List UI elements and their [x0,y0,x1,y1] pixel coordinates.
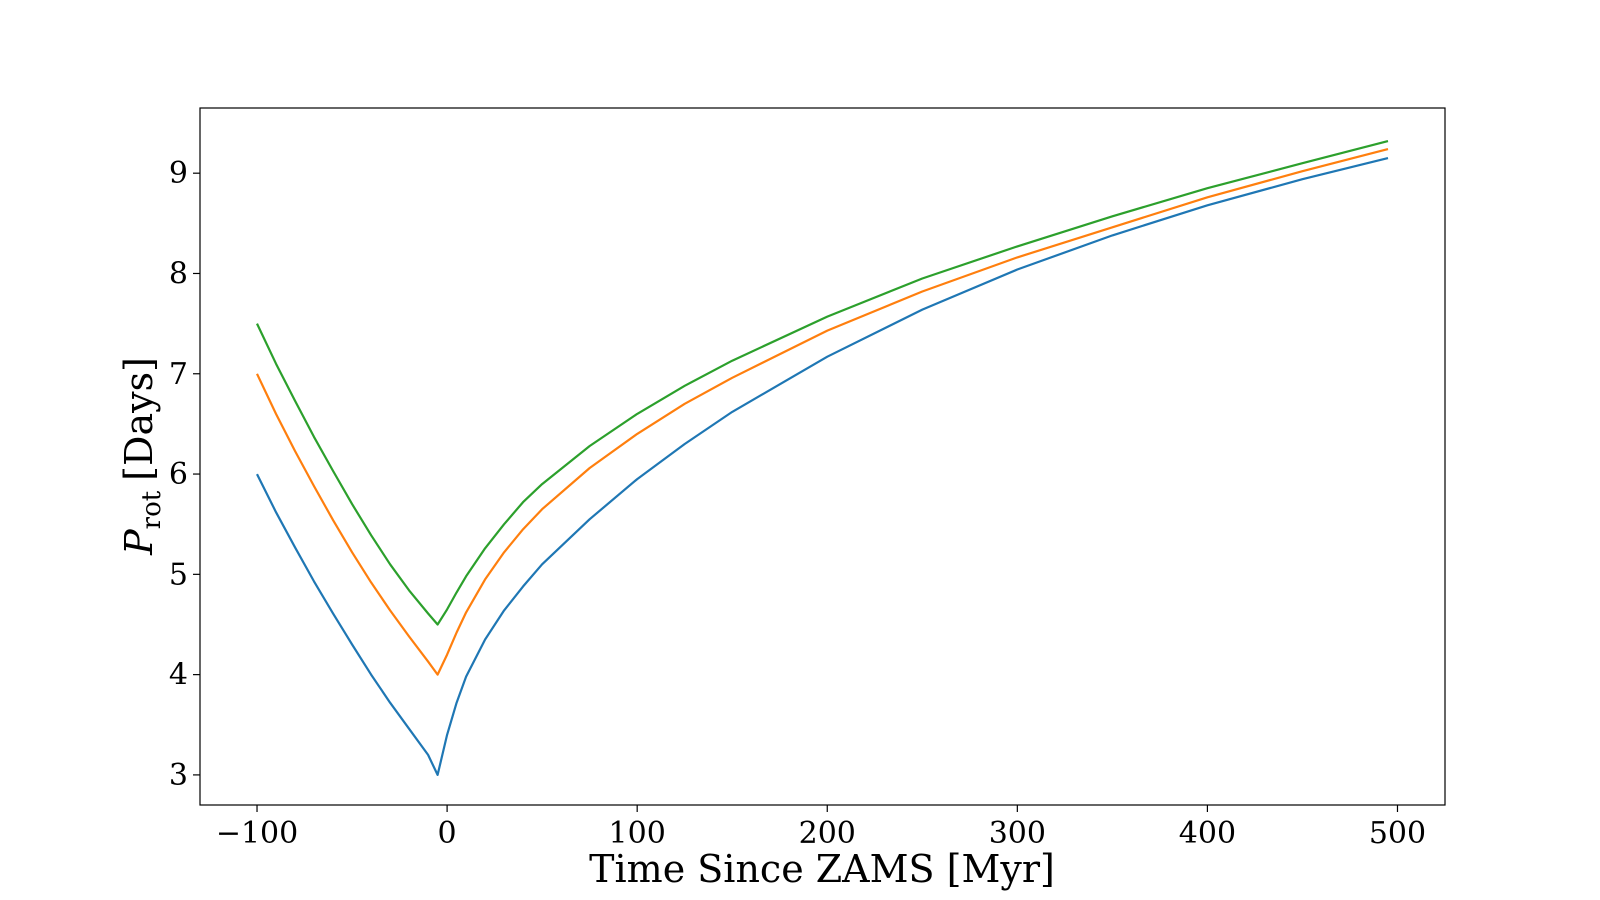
series-line-2 [256,148,1389,676]
x-tick-label: 500 [1369,816,1426,851]
y-axis-label-symbol: P [117,528,161,556]
x-axis-ticks: −100 0 100 200 300 400 500 [216,805,1426,851]
y-axis-ticks: 3 4 5 6 7 8 9 [169,156,200,793]
y-axis-label-subscript: rot [137,490,167,529]
y-tick-label: 3 [169,758,188,793]
y-tick-label: 9 [169,156,188,191]
y-axis-label-unit: [Days] [117,357,161,481]
x-tick-label: 300 [989,816,1046,851]
x-axis-label: Time Since ZAMS [Myr] [589,847,1055,891]
series-line-1 [256,157,1389,776]
series-line-3 [256,140,1389,626]
y-axis-label: Prot [Days] [117,357,167,556]
y-tick-label: 4 [169,658,188,693]
x-tick-label: 0 [438,816,457,851]
series-layer [256,140,1389,776]
x-tick-label: −100 [216,816,298,851]
y-tick-label: 7 [169,357,188,392]
x-tick-label: 100 [609,816,666,851]
plot-frame [199,107,1446,806]
x-tick-label: 200 [799,816,856,851]
y-tick-label: 6 [169,457,188,492]
x-tick-label: 400 [1179,816,1236,851]
y-tick-label: 5 [169,557,188,592]
y-tick-label: 8 [169,256,188,291]
